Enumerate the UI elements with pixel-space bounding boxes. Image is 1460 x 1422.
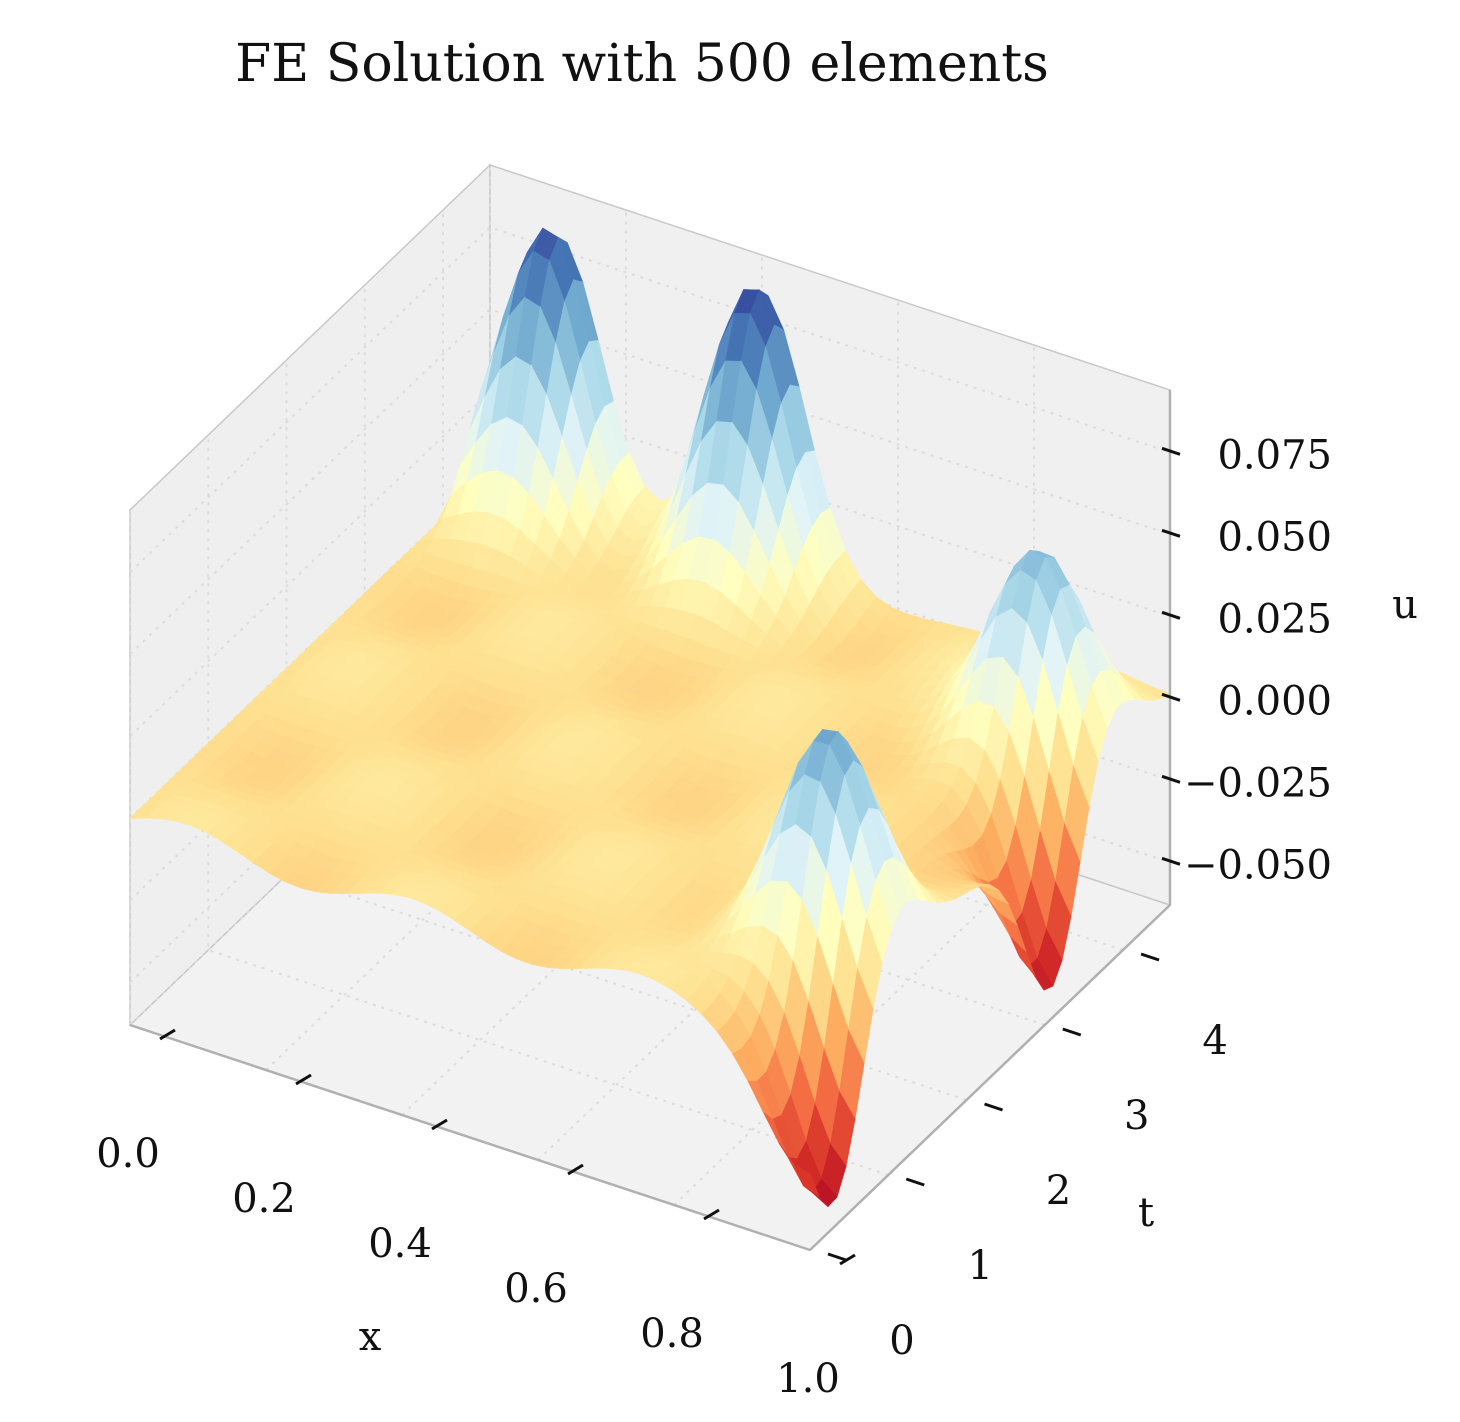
x-tick-label: 0.0 <box>96 1131 160 1177</box>
u-tick-label: −0.025 <box>1184 760 1332 806</box>
u-tick-label: 0.050 <box>1217 514 1332 560</box>
u-tick <box>1161 446 1181 456</box>
x-tick <box>159 1028 176 1041</box>
u-tick <box>1161 856 1181 866</box>
u-tick-label: −0.050 <box>1184 842 1332 888</box>
u-tick <box>1161 692 1181 702</box>
t-tick-label: 0 <box>889 1318 914 1364</box>
axis-labels: 0.0 0.2 0.4 0.6 0.8 1.0 0 1 2 3 4 −0.050 −0.025 0.000… <box>96 432 1418 1402</box>
x-axis-label: x <box>359 1314 382 1360</box>
t-tick <box>984 1102 1003 1112</box>
t-tick-label: 4 <box>1202 1018 1227 1064</box>
u-tick <box>1161 610 1181 620</box>
x-tick-label: 0.8 <box>640 1311 704 1357</box>
surface <box>128 227 1171 1208</box>
t-tick-label: 1 <box>968 1243 993 1289</box>
x-tick-label: 0.4 <box>368 1221 432 1267</box>
t-axis-line <box>809 904 1171 1251</box>
x-tick-label: 0.2 <box>232 1176 296 1222</box>
t-axis-label: t <box>1138 1190 1154 1236</box>
u-tick-label: 0.075 <box>1217 432 1332 478</box>
x-axis-line <box>129 1023 811 1252</box>
u-tick-label: 0.025 <box>1217 596 1332 642</box>
u-axis-label: u <box>1392 582 1418 628</box>
x-tick-label: 0.6 <box>504 1266 568 1312</box>
t-tick <box>1140 952 1160 962</box>
u-tick-label: 0.000 <box>1217 678 1332 724</box>
t-tick <box>905 1177 925 1187</box>
u-tick <box>1161 774 1181 784</box>
x-tick <box>431 1118 448 1131</box>
t-tick-label: 3 <box>1124 1093 1149 1139</box>
x-tick <box>567 1163 584 1176</box>
x-tick <box>703 1208 720 1221</box>
surface-patch <box>793 1164 820 1198</box>
x-tick <box>839 1253 856 1266</box>
chart-title: FE Solution with 500 elements <box>235 34 1049 94</box>
t-tick-label: 2 <box>1046 1168 1071 1214</box>
x-tick-label: 1.0 <box>776 1356 840 1402</box>
u-tick <box>1161 528 1181 538</box>
t-tick <box>1062 1027 1082 1037</box>
x-tick <box>295 1073 312 1086</box>
axes-lines <box>129 390 1181 1266</box>
t-tick <box>827 1252 847 1262</box>
